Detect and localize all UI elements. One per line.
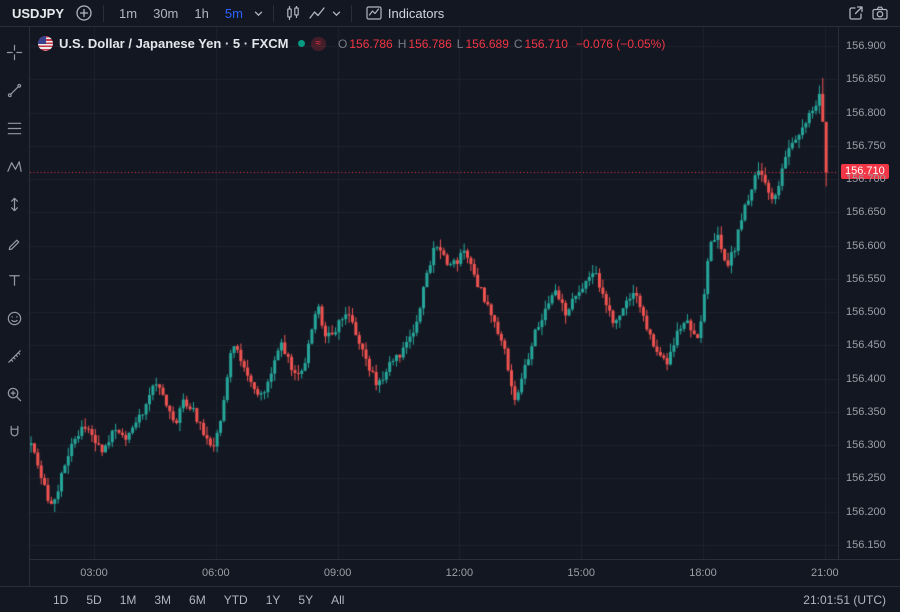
price-axis-label: 156.850 — [846, 73, 886, 86]
magnet-icon[interactable] — [4, 421, 26, 443]
ohlc-value: 156.689 — [465, 36, 509, 51]
trend-line-icon[interactable] — [4, 79, 26, 101]
range-ytd[interactable]: YTD — [223, 592, 248, 607]
candle-style-icon[interactable] — [281, 1, 305, 25]
market-status-dot-icon[interactable] — [297, 40, 305, 47]
chart-legend: U.S. Dollar / Japanese Yen · 5 · FXCM ≈ … — [38, 36, 665, 51]
bottom-bar: 1D 5D 1M 3M 6M YTD 1Y 5Y All 21:01:51 (UTC) — [0, 586, 900, 612]
time-axis-label: 18:00 — [689, 567, 717, 579]
xabcd-pattern-icon[interactable] — [4, 155, 26, 177]
ohlc-key: O — [338, 36, 348, 51]
price-axis-label: 156.300 — [846, 439, 886, 452]
time-axis-label: 15:00 — [567, 567, 595, 579]
time-axis-label: 12:00 — [445, 567, 474, 579]
range-all[interactable]: All — [331, 592, 345, 607]
timeframe-5m[interactable]: 5m — [224, 5, 243, 21]
time-axis-label: 21:00 — [811, 567, 839, 579]
us-flag-icon — [38, 36, 53, 51]
price-axis-label: 156.550 — [846, 272, 886, 285]
time-axis-label: 03:00 — [80, 567, 108, 579]
delayed-data-badge[interactable]: ≈ — [310, 36, 326, 51]
add-symbol-icon[interactable] — [72, 1, 96, 25]
emoji-icon[interactable] — [4, 307, 26, 329]
clock-utc[interactable]: 21:01:51 (UTC) — [803, 592, 886, 607]
price-axis-label: 156.800 — [846, 106, 886, 119]
measure-icon[interactable] — [4, 345, 26, 367]
ohlc-value: 156.786 — [408, 36, 452, 51]
fib-retracement-icon[interactable] — [4, 117, 26, 139]
ohlc-value: 156.786 — [349, 36, 393, 51]
ohlc-values: O 156.786 H 156.786 L 156.689 C 156.710 — [338, 37, 568, 51]
range-1d[interactable]: 1D — [53, 592, 69, 607]
ohlc-key: C — [513, 36, 523, 51]
timeframe-1m[interactable]: 1m — [119, 5, 138, 21]
price-axis[interactable]: 156.710 156.900 156.850 156.800 156.750 156.… — [838, 27, 900, 559]
symbol-title[interactable]: U.S. Dollar / Japanese Yen · 5 · FXCM — [59, 36, 289, 51]
timeframe-30m[interactable]: 30m — [153, 5, 179, 21]
range-1m[interactable]: 1M — [119, 592, 137, 607]
crosshair-icon[interactable] — [4, 41, 26, 63]
symbol-button[interactable]: USDJPY — [12, 5, 65, 21]
ohlc-value: 156.710 — [524, 36, 568, 51]
range-1y[interactable]: 1Y — [265, 592, 281, 607]
chart-type-icon[interactable] — [305, 1, 329, 25]
chart-pane: U.S. Dollar / Japanese Yen · 5 · FXCM ≈ … — [30, 27, 900, 586]
indicators-button[interactable]: Indicators — [359, 2, 450, 24]
indicators-label: Indicators — [387, 5, 445, 21]
chart-type-chevron[interactable] — [329, 9, 344, 18]
toolbar-right-group — [844, 1, 892, 25]
camera-snapshot-icon[interactable] — [868, 1, 892, 25]
price-axis-label: 156.750 — [846, 139, 886, 152]
price-axis-label: 156.600 — [846, 239, 886, 252]
timeframe-group: 1m 30m 1h 5m — [111, 4, 251, 23]
drawing-toolbar — [0, 27, 30, 586]
price-chart[interactable] — [30, 27, 838, 559]
time-axis-label: 09:00 — [323, 567, 352, 579]
price-axis-label: 156.650 — [846, 206, 886, 219]
price-change: −0.076 (−0.05%) — [575, 36, 666, 51]
top-toolbar: USDJPY 1m 30m 1h 5m — [0, 0, 900, 27]
zoom-in-icon[interactable] — [4, 383, 26, 405]
projection-icon[interactable] — [4, 193, 26, 215]
toolbar-separator — [103, 4, 105, 22]
date-range-group: 1D 5D 1M 3M 6M YTD 1Y 5Y All — [46, 591, 351, 609]
price-axis-label: 156.500 — [846, 306, 886, 319]
range-5y[interactable]: 5Y — [298, 592, 314, 607]
ohlc-key: H — [397, 36, 407, 51]
timeframe-dropdown-chevron[interactable] — [251, 9, 266, 18]
price-axis-label: 156.700 — [846, 173, 886, 186]
range-5d[interactable]: 5D — [86, 592, 102, 607]
time-axis[interactable]: 03:00 06:00 09:00 12:00 15:00 18:00 21:00 — [30, 559, 900, 586]
open-in-new-window-icon[interactable] — [844, 1, 868, 25]
toolbar-separator — [350, 4, 352, 22]
time-axis-label: 06:00 — [202, 567, 230, 579]
ohlc-key: L — [456, 36, 464, 51]
indicators-icon — [365, 4, 383, 22]
price-axis-label: 156.450 — [846, 339, 886, 352]
price-axis-label: 156.150 — [846, 538, 886, 551]
range-6m[interactable]: 6M — [189, 592, 206, 607]
brush-icon[interactable] — [4, 231, 26, 253]
timeframe-1h[interactable]: 1h — [194, 5, 209, 21]
toolbar-left-group: USDJPY 1m 30m 1h 5m — [8, 1, 450, 25]
price-axis-label: 156.900 — [846, 40, 886, 52]
price-axis-label: 156.400 — [846, 372, 886, 385]
last-price-badge: 156.710 — [841, 164, 889, 180]
text-icon[interactable] — [4, 269, 26, 291]
price-axis-label: 156.250 — [846, 472, 886, 485]
range-3m[interactable]: 3M — [154, 592, 172, 607]
price-axis-label: 156.200 — [846, 505, 886, 518]
toolbar-separator — [272, 4, 274, 22]
price-axis-label: 156.350 — [846, 405, 886, 418]
main-area: U.S. Dollar / Japanese Yen · 5 · FXCM ≈ … — [0, 27, 900, 586]
